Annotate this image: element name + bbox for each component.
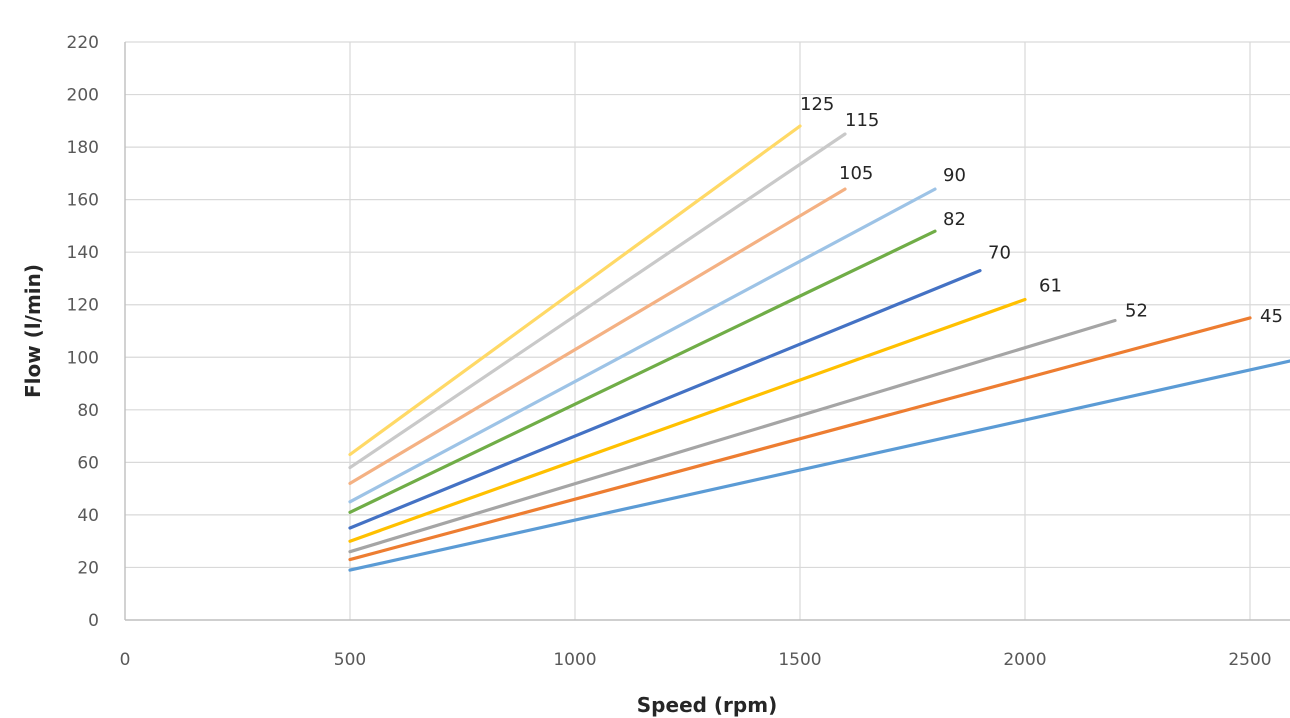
- y-tick-label: 220: [67, 33, 99, 53]
- x-tick-label: 2000: [1003, 650, 1046, 670]
- y-tick-label: 0: [88, 611, 99, 631]
- series-line-45: [348, 316, 1252, 562]
- y-tick-label: 60: [77, 453, 99, 473]
- series-label-125: 125: [800, 94, 834, 115]
- series-label-70: 70: [988, 243, 1011, 264]
- series-line-125: [348, 124, 802, 457]
- y-tick-label: 40: [77, 506, 99, 526]
- y-tick-label: 20: [77, 558, 99, 578]
- y-tick-label: 180: [67, 138, 99, 158]
- series-label-45: 45: [1260, 306, 1283, 327]
- x-tick-label: 1000: [553, 650, 596, 670]
- series-label-90: 90: [943, 165, 966, 186]
- series-line-38: [348, 359, 1290, 572]
- y-tick-label: 160: [67, 191, 99, 211]
- y-tick-label: 120: [67, 296, 99, 316]
- x-tick-label: 1500: [778, 650, 821, 670]
- series-line-61: [348, 297, 1027, 543]
- y-tick-label: 140: [67, 243, 99, 263]
- series-line-115: [348, 132, 847, 470]
- x-tick-label: 0: [120, 650, 131, 670]
- x-tick-label: 500: [334, 650, 366, 670]
- y-tick-label: 200: [67, 86, 99, 106]
- series-line-105: [348, 187, 847, 485]
- series-label-61: 61: [1039, 275, 1062, 296]
- y-axis-title: Flow (l/min): [21, 264, 45, 398]
- series-label-52: 52: [1125, 300, 1148, 321]
- x-tick-label: 2500: [1228, 650, 1271, 670]
- series-labels: 38455261708290105115125: [800, 94, 1283, 327]
- series-line-90: [348, 187, 937, 504]
- axes: 0 20 40 60 80 100 120 140 160 180 200 220 0 500 1000 15…: [67, 33, 1290, 670]
- series-label-105: 105: [839, 163, 873, 184]
- series-label-82: 82: [943, 209, 966, 230]
- x-axis-title: Speed (rpm): [637, 693, 777, 717]
- series-line-82: [348, 229, 937, 514]
- grid: [125, 41, 1290, 620]
- y-tick-label: 80: [77, 401, 99, 421]
- series-lines: [348, 124, 1290, 572]
- y-tick-label: 100: [67, 348, 99, 368]
- series-label-115: 115: [845, 110, 879, 131]
- series-line-52: [348, 318, 1117, 554]
- series-line-70: [348, 269, 982, 530]
